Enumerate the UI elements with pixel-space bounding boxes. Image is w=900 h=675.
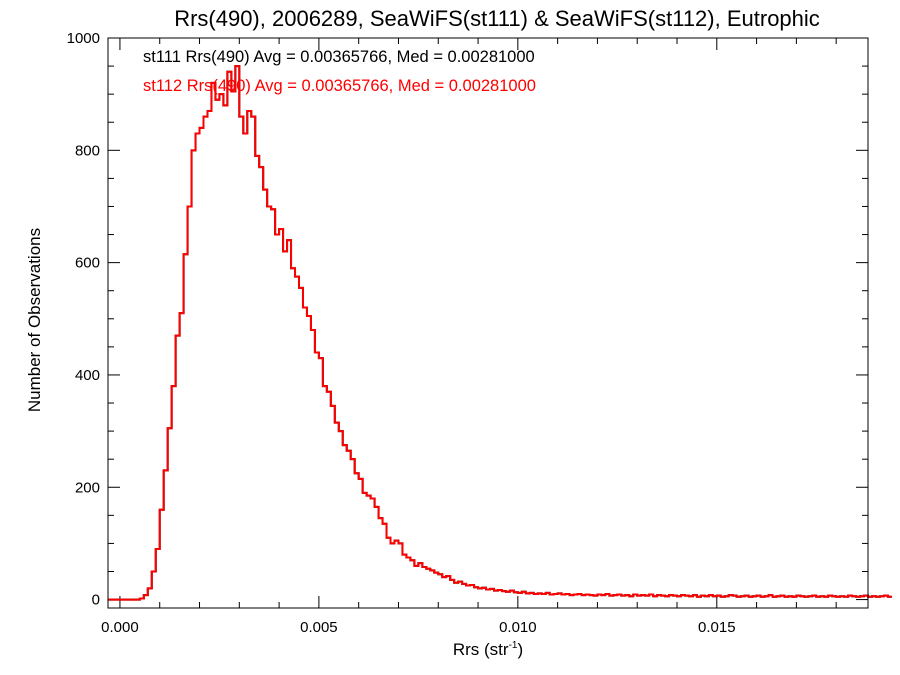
- x-tick-label: 0.000: [101, 619, 139, 636]
- x-tick-label: 0.005: [300, 619, 338, 636]
- series-line-st112: [108, 65, 892, 601]
- y-tick-label: 200: [75, 479, 100, 496]
- chart-title: Rrs(490), 2006289, SeaWiFS(st111) & SeaW…: [174, 6, 820, 31]
- y-axis: 0 200 400 600 800 1000: [67, 30, 868, 609]
- y-tick-label: 600: [75, 255, 100, 272]
- y-axis-label: Number of Observations: [25, 228, 44, 412]
- x-axis-label-end: ): [517, 640, 523, 659]
- y-tick-label: 1000: [67, 30, 100, 47]
- x-axis-label: Rrs (str-1): [453, 640, 523, 659]
- y-tick-label: 400: [75, 367, 100, 384]
- plot-frame: [107, 37, 869, 609]
- x-axis-label-superscript: -1: [509, 640, 518, 651]
- x-tick-label: 0.015: [698, 619, 736, 636]
- y-tick-label: 800: [75, 142, 100, 159]
- x-axis-label-base: Rrs (str: [453, 640, 509, 659]
- series-line-st111: [108, 65, 892, 601]
- series-group: [108, 65, 892, 601]
- legend-entry-st111: st111 Rrs(490) Avg = 0.00365766, Med = 0…: [143, 48, 535, 66]
- x-axis: 0.000 0.005 0.010 0.015: [101, 38, 837, 636]
- legend: st111 Rrs(490) Avg = 0.00365766, Med = 0…: [143, 48, 536, 95]
- y-tick-label: 0: [92, 592, 100, 609]
- x-tick-label: 0.010: [499, 619, 537, 636]
- legend-entry-st112: st112 Rrs(490) Avg = 0.00365766, Med = 0…: [143, 77, 536, 95]
